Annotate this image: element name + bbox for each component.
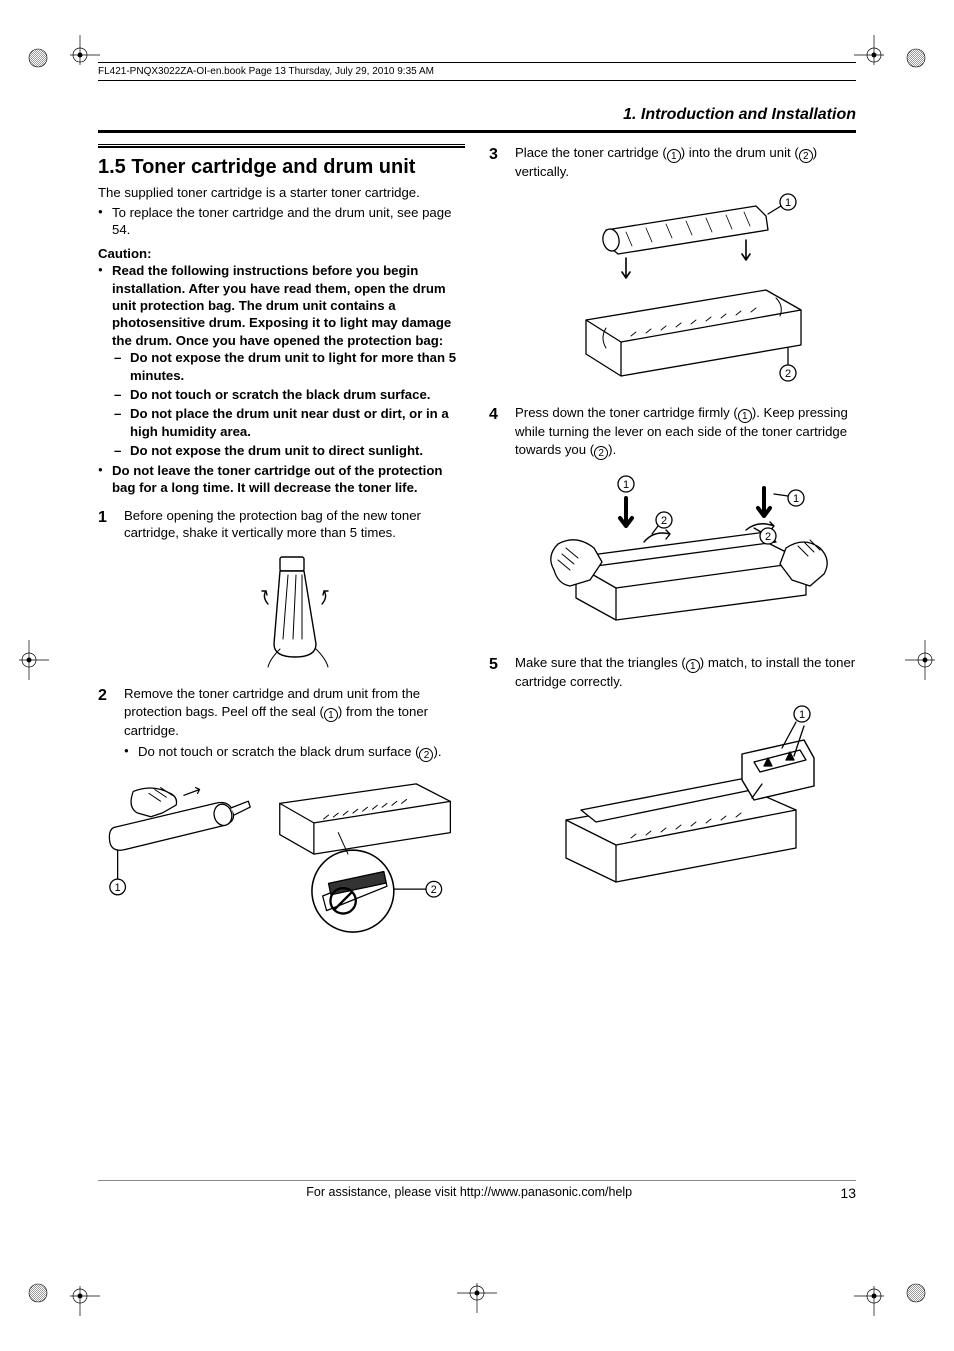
step-2-text: Remove the toner cartridge and drum unit… xyxy=(124,686,428,737)
step-4: 4 Press down the toner cartridge firmly … xyxy=(489,404,856,639)
caution-dash-4: Do not expose the drum unit to direct su… xyxy=(130,442,465,459)
svg-text:1: 1 xyxy=(792,493,798,505)
crop-mark-br xyxy=(854,1276,894,1316)
figure-step-1 xyxy=(124,549,465,669)
step-3: 3 Place the toner cartridge (1) into the… xyxy=(489,144,856,390)
caution-dash-2: Do not touch or scratch the black drum s… xyxy=(130,386,465,403)
step-5-text: Make sure that the triangles (1) match, … xyxy=(515,655,855,689)
caution-label: Caution: xyxy=(98,245,465,262)
svg-text:1: 1 xyxy=(115,882,121,894)
svg-text:2: 2 xyxy=(660,515,666,527)
caution-main-text: Read the following instructions before y… xyxy=(112,263,451,348)
caution-main: Read the following instructions before y… xyxy=(112,262,465,460)
chapter-header: 1. Introduction and Installation xyxy=(623,106,856,124)
step-1: 1 Before opening the protection bag of t… xyxy=(98,507,465,670)
figure-step-3: 1 2 xyxy=(515,190,856,390)
svg-text:2: 2 xyxy=(431,884,437,896)
page-footer: For assistance, please visit http://www.… xyxy=(98,1180,856,1201)
crop-mark-ml xyxy=(9,640,49,680)
svg-text:1: 1 xyxy=(622,479,628,491)
svg-text:2: 2 xyxy=(764,531,770,543)
crop-mark-mr xyxy=(905,640,945,680)
crop-mark-bottom-center xyxy=(457,1273,497,1313)
svg-text:1: 1 xyxy=(784,197,790,209)
figure-step-2: 1 xyxy=(98,772,465,942)
right-column: 3 Place the toner cartridge (1) into the… xyxy=(489,144,856,1253)
step-5-number: 5 xyxy=(489,654,498,675)
step-2-sub: Do not touch or scratch the black drum s… xyxy=(138,743,465,762)
step-3-number: 3 xyxy=(489,144,498,165)
register-ball-tr xyxy=(906,48,926,68)
intro-bullet: To replace the toner cartridge and the d… xyxy=(112,204,465,239)
step-3-text: Place the toner cartridge (1) into the d… xyxy=(515,145,817,179)
intro-line: The supplied toner cartridge is a starte… xyxy=(98,184,465,201)
step-2: 2 Remove the toner cartridge and drum un… xyxy=(98,685,465,762)
register-ball-br xyxy=(906,1283,926,1303)
step-5: 5 Make sure that the triangles (1) match… xyxy=(489,654,856,900)
svg-text:1: 1 xyxy=(798,709,804,721)
step-2-number: 2 xyxy=(98,685,107,706)
crop-mark-tr xyxy=(854,35,894,75)
book-header-line: FL421-PNQX3022ZA-OI-en.book Page 13 Thur… xyxy=(98,62,856,81)
left-column: 1.5 Toner cartridge and drum unit The su… xyxy=(98,144,465,1253)
page-number: 13 xyxy=(840,1185,856,1201)
register-ball-tl xyxy=(28,48,48,68)
step-4-text: Press down the toner cartridge firmly (1… xyxy=(515,405,848,456)
step-4-number: 4 xyxy=(489,404,498,425)
step-1-text: Before opening the protection bag of the… xyxy=(124,508,421,540)
figure-step-5: 1 xyxy=(515,700,856,900)
figure-step-4: 1 1 2 2 xyxy=(515,470,856,640)
step-1-number: 1 xyxy=(98,507,107,528)
caution-dash-1: Do not expose the drum unit to light for… xyxy=(130,349,465,384)
caution-bullet-2: Do not leave the toner cartridge out of … xyxy=(112,462,465,497)
caution-dash-3: Do not place the drum unit near dust or … xyxy=(130,405,465,440)
section-rule xyxy=(98,144,465,148)
footer-text: For assistance, please visit http://www.… xyxy=(98,1185,840,1201)
chapter-rule xyxy=(98,130,856,133)
section-title: 1.5 Toner cartridge and drum unit xyxy=(98,154,465,180)
register-ball-bl xyxy=(28,1283,48,1303)
crop-mark-tl xyxy=(60,35,100,75)
svg-text:2: 2 xyxy=(784,368,790,380)
crop-mark-bl xyxy=(60,1276,100,1316)
